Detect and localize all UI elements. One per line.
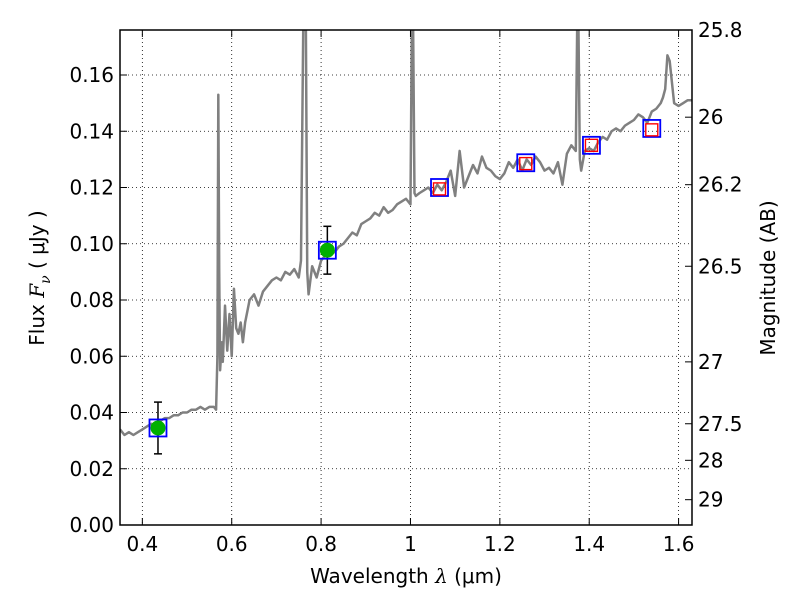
right-axis-label: Magnitude (AB) [756, 200, 780, 355]
right-tick-label: 27.5 [698, 412, 743, 436]
y-tick-label: 0.14 [69, 119, 114, 143]
limit-square [519, 156, 533, 171]
y-tick-label: 0.00 [69, 513, 114, 537]
model-square [148, 418, 168, 438]
y-axis-label-subscript: ν [38, 275, 54, 284]
model-square [642, 119, 662, 138]
model-square [317, 240, 337, 260]
y-tick-label: 0.04 [69, 401, 114, 425]
plot-frame [119, 29, 693, 526]
limit-square [645, 123, 659, 137]
x-tick-label: 0.4 [126, 532, 158, 556]
spectrum-line [120, 30, 692, 437]
photometry-points [148, 119, 662, 455]
y-axis-label-symbol: F [25, 283, 49, 299]
x-axis-label-symbol: λ [434, 564, 448, 588]
y-axis-label: Flux Fν ( μJy ) [25, 210, 54, 345]
photometry-circle [319, 242, 335, 258]
x-tick-label: 1.4 [573, 532, 605, 556]
x-axis-label-unit: (μm) [448, 564, 502, 588]
limit-square [432, 182, 447, 196]
model-square [430, 178, 449, 197]
right-tick-label: 29 [698, 488, 723, 512]
right-tick-label: 26.5 [698, 254, 743, 278]
right-tick-label: 26 [698, 105, 723, 129]
y-tick-label: 0.10 [69, 232, 114, 256]
y-tick-label: 0.02 [69, 457, 114, 481]
y-axis-label-unit: ( μJy ) [25, 210, 49, 275]
photometry-circle [150, 420, 166, 436]
x-tick-label: 0.6 [216, 532, 248, 556]
y-tick-label: 0.12 [69, 176, 114, 200]
model-square [582, 135, 601, 155]
right-tick-label: 26.2 [698, 173, 743, 197]
y-tick-label: 0.06 [69, 344, 114, 368]
x-axis-label: Wavelength λ (μm) [310, 564, 502, 588]
right-tick-label: 25.8 [698, 18, 743, 42]
limit-square [584, 138, 599, 153]
x-tick-label: 1 [404, 532, 417, 556]
x-tick-label: 1.6 [663, 532, 695, 556]
y-tick-label: 0.08 [69, 288, 114, 312]
y-axis-label-prefix: Flux [25, 298, 49, 346]
x-axis-label-prefix: Wavelength [310, 564, 435, 588]
x-tick-label: 1.2 [484, 532, 516, 556]
axis-ticks [120, 29, 692, 526]
x-tick-label: 0.8 [305, 532, 337, 556]
y-tick-label: 0.16 [69, 63, 114, 87]
right-tick-label: 27 [698, 350, 723, 374]
right-tick-label: 28 [698, 448, 723, 472]
tick-labels: 0.4 0.6 0.8 1 1.2 1.4 1.6 0.00 0.02 0.04 0.06 0.08 0… [69, 18, 742, 556]
spectrum-series [120, 30, 692, 437]
model-square [516, 153, 536, 173]
